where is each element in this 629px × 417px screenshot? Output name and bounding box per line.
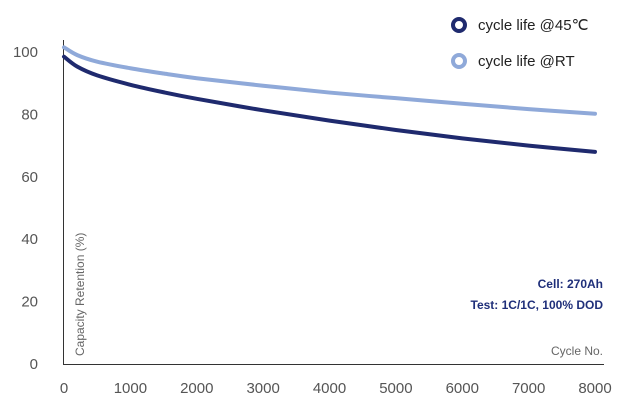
x-tick-label: 2000 [180,380,213,397]
series-line-45c [62,54,597,154]
x-tick-labels: 0 1000 2000 3000 4000 5000 6000 7000 8000 [60,380,612,397]
y-tick-label: 80 [21,106,38,123]
legend-marker-rt [451,53,467,69]
y-tick-label: 60 [21,169,38,186]
legend-item-45c: cycle life @45℃ [451,17,588,34]
series-line-rt [62,45,597,116]
y-tick-labels: 0 20 40 60 80 100 [13,44,38,373]
x-tick-label: 8000 [578,380,611,397]
x-tick-label: 4000 [313,380,346,397]
x-tick-label: 0 [60,380,68,397]
y-tick-label: 20 [21,294,38,311]
legend-item-rt: cycle life @RT [451,53,575,70]
y-tick-label: 0 [30,356,38,373]
x-axis-title: Cycle No. [551,344,603,358]
y-tick-label: 40 [21,231,38,248]
axes [63,40,604,365]
x-tick-label: 1000 [114,380,147,397]
legend-label-45c: cycle life @45℃ [478,17,588,34]
x-tick-label: 3000 [246,380,279,397]
legend: cycle life @45℃ cycle life @RT [451,17,588,70]
annotations: Cell: 270Ah Test: 1C/1C, 100% DOD [471,277,604,312]
x-tick-label: 5000 [379,380,412,397]
annotation-test: Test: 1C/1C, 100% DOD [471,298,604,312]
x-tick-label: 7000 [512,380,545,397]
legend-marker-45c [451,17,467,33]
legend-label-rt: cycle life @RT [478,53,575,70]
y-tick-label: 100 [13,44,38,61]
x-tick-label: 6000 [446,380,479,397]
y-axis-title: Capacity Retention (%) [73,233,87,356]
annotation-cell: Cell: 270Ah [538,277,603,291]
series-lines [62,45,597,154]
